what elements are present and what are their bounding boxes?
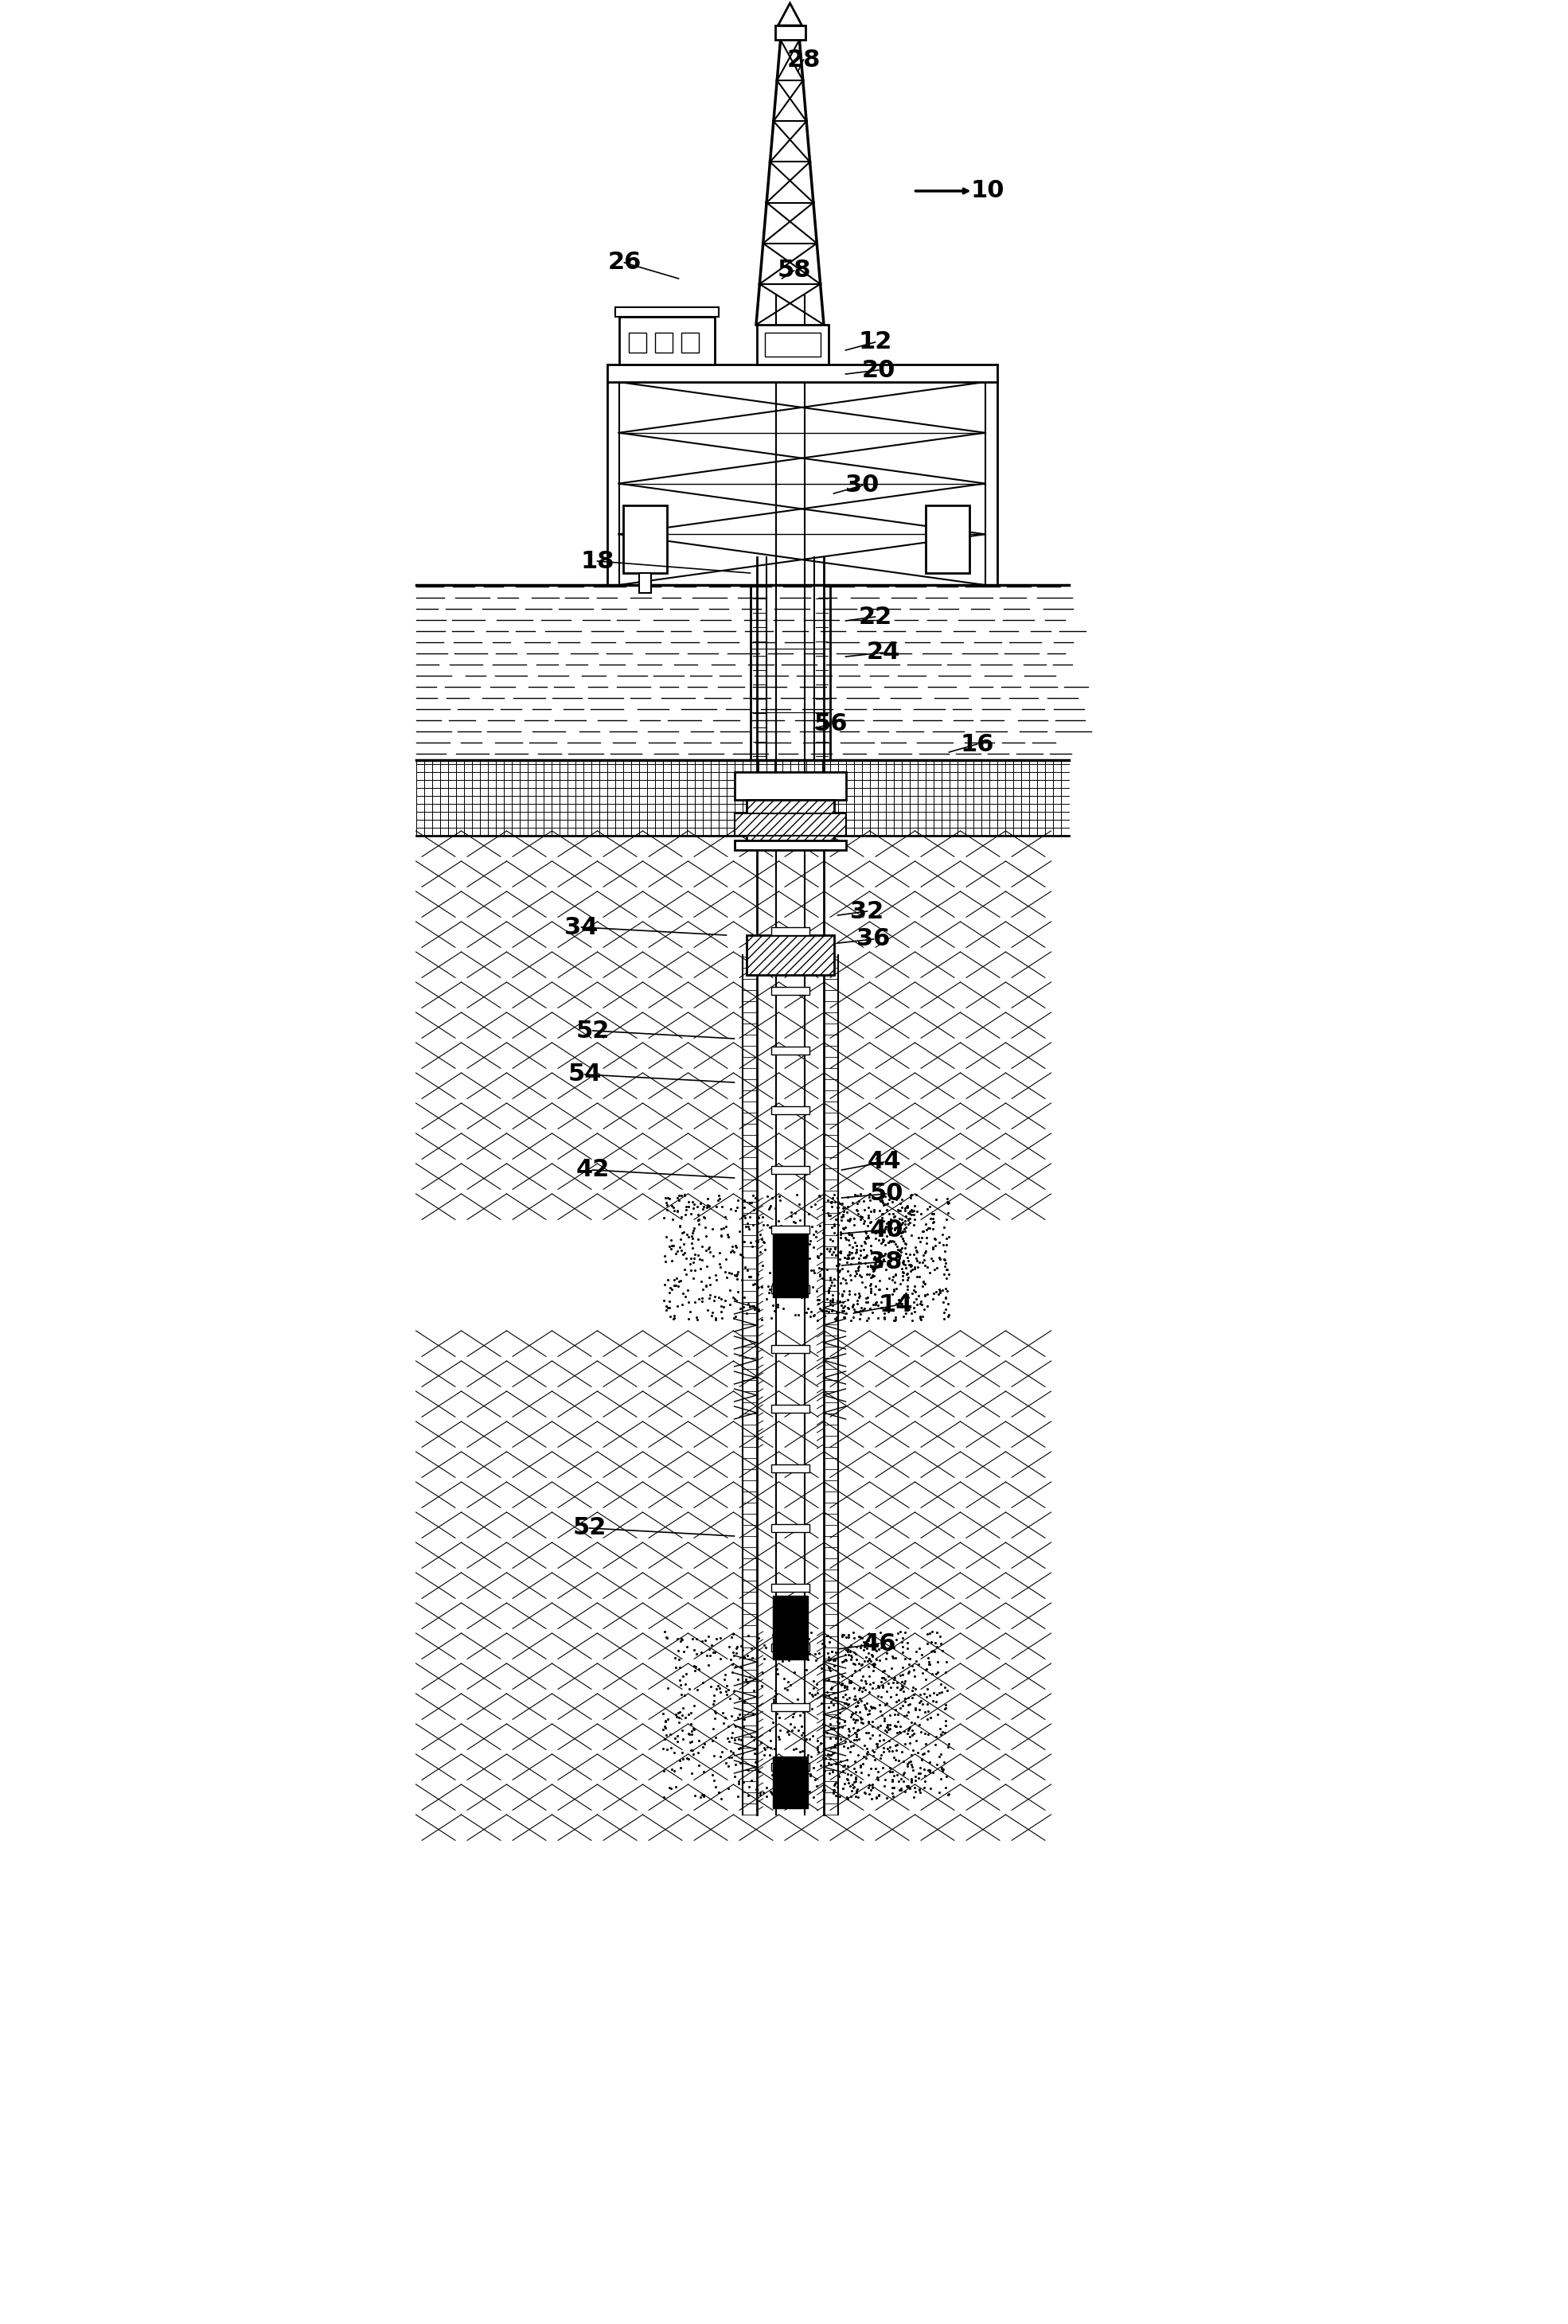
Bar	[773, 1597, 808, 1659]
Bar	[771, 1764, 809, 1771]
Text: 54: 54	[568, 1062, 602, 1085]
Polygon shape	[778, 2, 801, 26]
Bar	[771, 1464, 809, 1473]
Bar	[756, 325, 828, 365]
Text: 16: 16	[960, 732, 994, 755]
Text: 10: 10	[971, 179, 1004, 202]
Bar	[771, 1643, 809, 1652]
Bar	[746, 799, 834, 844]
Bar	[734, 813, 845, 837]
Text: 34: 34	[564, 916, 599, 939]
Bar	[771, 1167, 809, 1174]
Bar	[746, 934, 834, 976]
Bar	[681, 332, 698, 353]
Bar	[771, 1404, 809, 1413]
Text: 30: 30	[845, 474, 880, 497]
Text: 14: 14	[880, 1294, 913, 1318]
Bar	[607, 365, 997, 381]
Text: 40: 40	[869, 1218, 903, 1241]
Bar	[771, 1346, 809, 1353]
Text: 24: 24	[866, 641, 900, 665]
Text: 50: 50	[869, 1183, 903, 1206]
Text: 46: 46	[862, 1631, 895, 1655]
Text: 42: 42	[575, 1157, 610, 1181]
Bar	[765, 332, 820, 356]
Bar	[771, 927, 809, 934]
Text: 32: 32	[850, 899, 884, 923]
Bar	[771, 988, 809, 995]
Bar	[771, 1285, 809, 1294]
Bar	[771, 1106, 809, 1113]
Bar	[629, 332, 646, 353]
Text: 12: 12	[858, 330, 892, 353]
Bar	[615, 307, 718, 316]
Text: 26: 26	[607, 251, 641, 274]
Bar	[734, 772, 845, 799]
Text: 28: 28	[787, 49, 820, 72]
Text: 22: 22	[858, 604, 892, 627]
Bar	[622, 504, 666, 574]
Bar	[771, 1525, 809, 1532]
Bar	[773, 1757, 808, 1808]
Bar	[734, 841, 845, 851]
Text: 44: 44	[867, 1150, 900, 1174]
Text: 56: 56	[814, 713, 847, 737]
Bar	[771, 1046, 809, 1055]
Text: 36: 36	[856, 927, 891, 951]
Text: 58: 58	[778, 258, 811, 281]
Bar	[925, 504, 969, 574]
Text: 38: 38	[869, 1250, 902, 1274]
Bar	[771, 1225, 809, 1234]
Bar	[619, 316, 715, 365]
Text: 52: 52	[572, 1518, 607, 1538]
Text: 52: 52	[575, 1020, 610, 1041]
Bar	[655, 332, 673, 353]
Bar	[773, 1234, 808, 1297]
Bar	[771, 1703, 809, 1710]
Text: 20: 20	[861, 358, 895, 381]
Bar	[771, 1585, 809, 1592]
Bar	[775, 26, 804, 40]
Text: 18: 18	[580, 548, 615, 572]
Polygon shape	[638, 574, 651, 593]
